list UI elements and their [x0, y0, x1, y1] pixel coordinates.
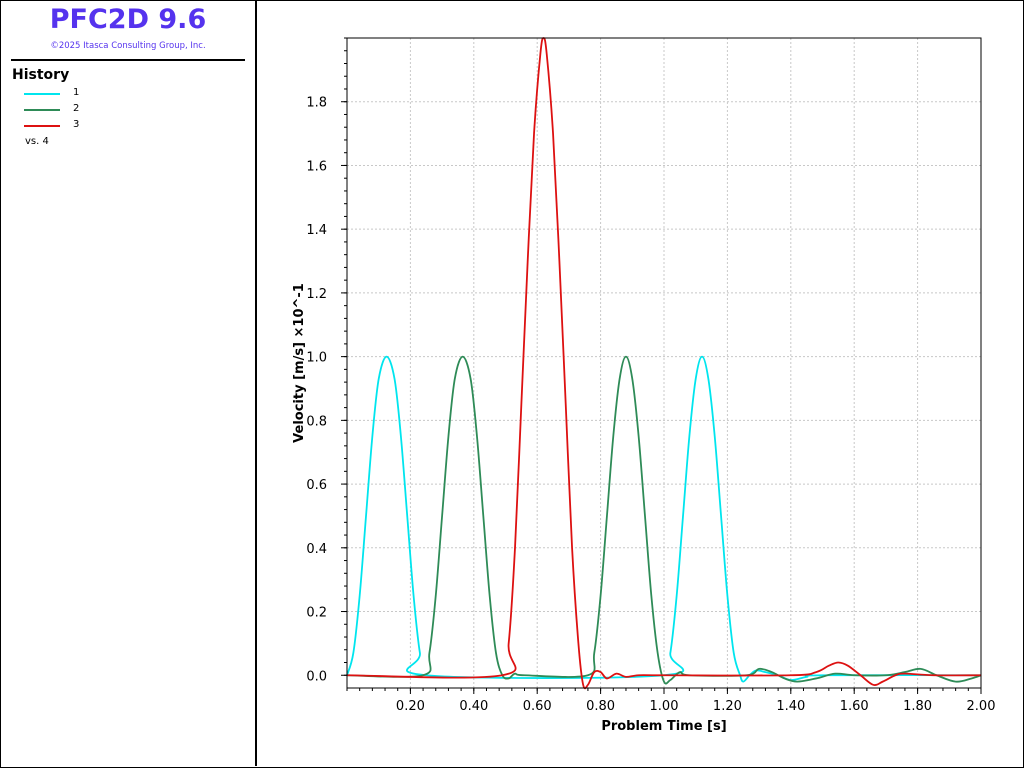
legend-label-1: 1: [73, 87, 80, 98]
y-tick-label: 0.8: [306, 414, 327, 429]
legend-swatch-2: [24, 109, 60, 111]
x-tick-label: 1.80: [903, 699, 932, 714]
legend-vs-label: vs. 4: [25, 136, 49, 147]
y-tick-label: 1.2: [306, 287, 327, 302]
x-tick-label: 1.00: [650, 699, 679, 714]
x-axis-label: Problem Time [s]: [601, 719, 726, 734]
legend-title: History: [12, 67, 70, 83]
x-tick-label: 1.60: [840, 699, 869, 714]
x-tick-label: 0.40: [459, 699, 488, 714]
legend-swatch-1: [24, 93, 60, 95]
x-tick-label: 1.40: [776, 699, 805, 714]
copyright-text: ©2025 Itasca Consulting Group, Inc.: [50, 41, 206, 51]
legend-panel: PFC2D 9.6 ©2025 Itasca Consulting Group,…: [1, 1, 257, 766]
x-tick-label: 0.80: [586, 699, 615, 714]
y-tick-label: 1.8: [306, 96, 327, 111]
series-line-3: [346, 37, 982, 690]
x-tick-label: 1.20: [713, 699, 742, 714]
axis-ticks: 0.20 0.40 0.60 0.80 1.00 1.20 1.40 1.60 1.80 2.00…: [306, 37, 996, 714]
app-title: PFC2D 9.6: [49, 4, 207, 35]
series-line-2: [346, 355, 982, 685]
y-tick-label: 0.2: [306, 606, 327, 621]
x-tick-label: 2.00: [967, 699, 996, 714]
y-tick-label: 1.6: [306, 159, 327, 174]
legend-label-2: 2: [73, 103, 80, 114]
y-tick-label: 0.4: [306, 542, 327, 557]
history-chart: 0.20 0.40 0.60 0.80 1.00 1.20 1.40 1.60 1.80 2.00…: [292, 37, 996, 734]
y-tick-label: 0.6: [306, 478, 327, 493]
grid: [347, 38, 982, 688]
y-tick-label: 1.4: [306, 223, 327, 238]
y-tick-label: 1.0: [306, 351, 327, 366]
y-axis-label: Velocity [m/s] ×10^-1: [292, 283, 307, 443]
x-tick-label: 0.20: [396, 699, 425, 714]
x-tick-label: 0.60: [523, 699, 552, 714]
series-line-1: [346, 355, 982, 683]
y-tick-label: 0.0: [306, 669, 327, 684]
title-divider: [11, 59, 245, 61]
legend-swatch-3: [24, 125, 60, 127]
legend-label-3: 3: [73, 119, 80, 130]
series-lines: [346, 37, 982, 690]
